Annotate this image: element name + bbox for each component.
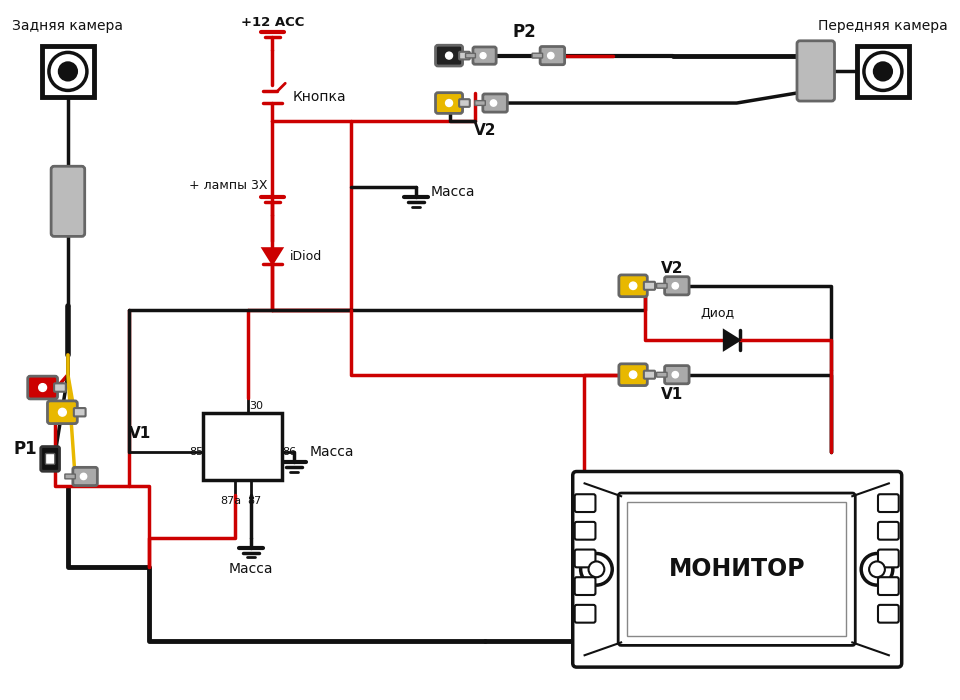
- FancyBboxPatch shape: [65, 474, 75, 479]
- FancyBboxPatch shape: [575, 550, 595, 567]
- FancyBboxPatch shape: [644, 282, 655, 290]
- Circle shape: [547, 52, 554, 59]
- FancyBboxPatch shape: [575, 522, 595, 540]
- Polygon shape: [262, 248, 282, 264]
- Text: iDiod: iDiod: [290, 250, 323, 262]
- Text: + лампы 3Х: + лампы 3Х: [189, 178, 268, 192]
- Circle shape: [875, 63, 892, 80]
- FancyBboxPatch shape: [459, 99, 469, 107]
- Text: 87a: 87a: [221, 496, 242, 506]
- Text: 85: 85: [189, 447, 204, 457]
- Text: P2: P2: [513, 23, 537, 41]
- Circle shape: [672, 283, 679, 289]
- FancyBboxPatch shape: [878, 578, 899, 595]
- Text: Кнопка: Кнопка: [292, 90, 346, 104]
- Circle shape: [81, 473, 86, 480]
- FancyBboxPatch shape: [575, 494, 595, 512]
- Circle shape: [581, 554, 612, 585]
- Text: 30: 30: [249, 401, 263, 411]
- FancyBboxPatch shape: [532, 53, 542, 58]
- FancyBboxPatch shape: [664, 365, 689, 384]
- Text: Диод: Диод: [700, 307, 734, 321]
- FancyBboxPatch shape: [619, 275, 647, 297]
- FancyBboxPatch shape: [619, 364, 647, 386]
- Circle shape: [861, 554, 893, 585]
- FancyBboxPatch shape: [28, 376, 58, 399]
- FancyBboxPatch shape: [466, 53, 475, 58]
- Circle shape: [630, 282, 636, 290]
- FancyBboxPatch shape: [540, 46, 564, 64]
- Polygon shape: [724, 330, 740, 350]
- Bar: [627, 502, 847, 636]
- Text: V1: V1: [661, 387, 684, 402]
- FancyBboxPatch shape: [459, 52, 469, 60]
- Text: Передняя камера: Передняя камера: [818, 19, 948, 33]
- FancyBboxPatch shape: [483, 94, 507, 112]
- Circle shape: [38, 384, 46, 391]
- FancyBboxPatch shape: [40, 447, 60, 471]
- Circle shape: [60, 63, 77, 80]
- Circle shape: [491, 100, 496, 106]
- Text: V2: V2: [661, 261, 684, 276]
- Circle shape: [59, 408, 66, 416]
- FancyBboxPatch shape: [575, 578, 595, 595]
- Text: Масса: Масса: [228, 562, 273, 576]
- FancyBboxPatch shape: [473, 47, 496, 64]
- Text: P1: P1: [13, 440, 37, 458]
- Text: Масса: Масса: [430, 185, 475, 199]
- Circle shape: [864, 52, 902, 90]
- FancyBboxPatch shape: [797, 41, 834, 101]
- Text: 86: 86: [282, 447, 297, 457]
- FancyBboxPatch shape: [436, 92, 463, 113]
- FancyBboxPatch shape: [51, 167, 84, 237]
- FancyBboxPatch shape: [74, 408, 85, 416]
- Circle shape: [630, 371, 636, 379]
- Circle shape: [588, 561, 605, 577]
- Text: V2: V2: [473, 122, 496, 138]
- Bar: [42, 46, 94, 97]
- FancyBboxPatch shape: [54, 384, 66, 392]
- FancyBboxPatch shape: [47, 401, 78, 424]
- Circle shape: [445, 52, 452, 59]
- Circle shape: [672, 372, 679, 378]
- Circle shape: [480, 52, 486, 59]
- Circle shape: [49, 52, 87, 90]
- Circle shape: [869, 561, 885, 577]
- FancyBboxPatch shape: [644, 371, 655, 379]
- Text: Масса: Масса: [310, 444, 354, 458]
- FancyBboxPatch shape: [657, 372, 667, 377]
- Bar: [857, 46, 908, 97]
- Text: МОНИТОР: МОНИТОР: [668, 557, 805, 581]
- FancyBboxPatch shape: [618, 493, 855, 645]
- FancyBboxPatch shape: [878, 605, 899, 623]
- Text: V1: V1: [130, 426, 152, 442]
- FancyBboxPatch shape: [878, 494, 899, 512]
- Text: 87: 87: [248, 496, 262, 506]
- FancyBboxPatch shape: [45, 454, 55, 464]
- Text: Задняя камера: Задняя камера: [12, 19, 124, 33]
- FancyBboxPatch shape: [436, 46, 463, 66]
- FancyBboxPatch shape: [664, 276, 689, 295]
- FancyBboxPatch shape: [657, 284, 667, 288]
- FancyBboxPatch shape: [73, 468, 97, 486]
- FancyBboxPatch shape: [878, 522, 899, 540]
- FancyBboxPatch shape: [573, 472, 901, 667]
- Bar: [204, 413, 282, 480]
- FancyBboxPatch shape: [575, 605, 595, 623]
- FancyBboxPatch shape: [878, 550, 899, 567]
- Text: +12 ACC: +12 ACC: [241, 16, 304, 29]
- Circle shape: [445, 99, 452, 106]
- FancyBboxPatch shape: [475, 101, 486, 106]
